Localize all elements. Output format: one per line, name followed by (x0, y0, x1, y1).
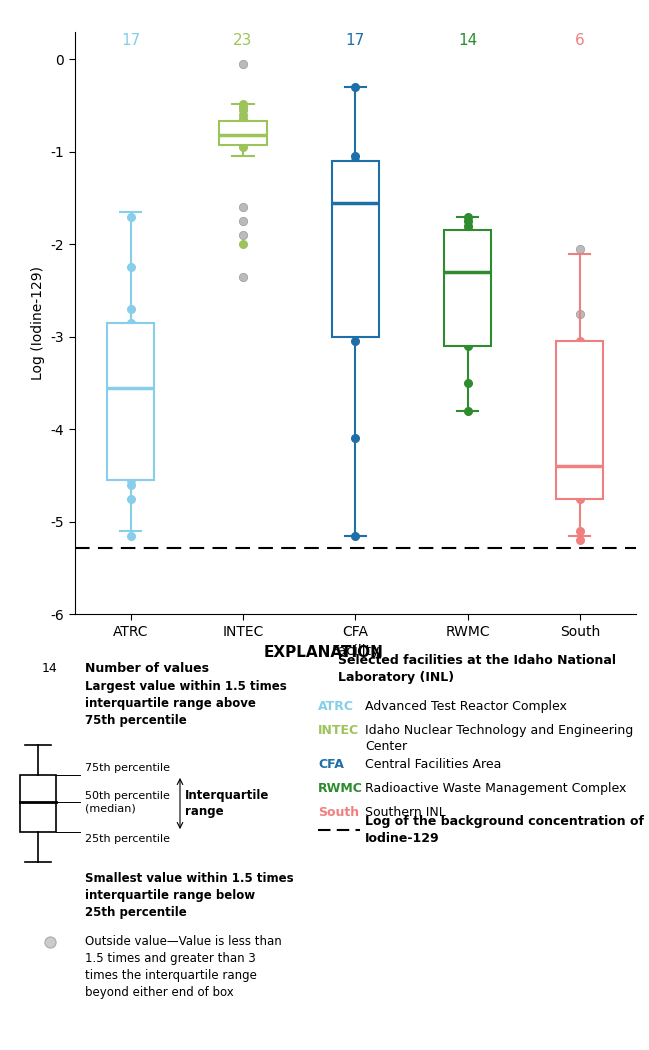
Text: CFA: CFA (318, 758, 344, 771)
Text: Largest value within 1.5 times
interquartile range above
75th percentile: Largest value within 1.5 times interquar… (85, 680, 287, 727)
Text: South: South (318, 806, 359, 819)
Bar (556, 341, 604, 499)
Text: INTEC: INTEC (318, 724, 359, 737)
Text: Number of values: Number of values (85, 662, 209, 675)
Text: 6: 6 (575, 34, 585, 48)
Text: Central Facilities Area: Central Facilities Area (365, 758, 502, 771)
Text: 50th percentile
(median): 50th percentile (median) (85, 791, 170, 813)
Text: Interquartile
range: Interquartile range (185, 789, 269, 818)
Text: Idaho Nuclear Technology and Engineering
Center: Idaho Nuclear Technology and Engineering… (365, 724, 633, 753)
Text: 14: 14 (458, 34, 477, 48)
Text: 75th percentile: 75th percentile (85, 763, 170, 773)
Text: Outside value—Value is less than
1.5 times and greater than 3
times the interqua: Outside value—Value is less than 1.5 tim… (85, 934, 282, 999)
Bar (20, 775, 56, 832)
Text: 17: 17 (346, 34, 365, 48)
Text: 23: 23 (234, 34, 252, 48)
Text: EXPLANATION: EXPLANATION (264, 645, 384, 660)
Text: Radioactive Waste Management Complex: Radioactive Waste Management Complex (365, 782, 626, 795)
Bar (107, 323, 154, 480)
Text: ATRC: ATRC (318, 700, 354, 713)
Bar (219, 121, 267, 145)
Text: Advanced Test Reactor Complex: Advanced Test Reactor Complex (365, 700, 567, 713)
Bar (444, 230, 491, 346)
Text: Smallest value within 1.5 times
interquartile range below
25th percentile: Smallest value within 1.5 times interqua… (85, 872, 293, 919)
Text: 17: 17 (121, 34, 140, 48)
Text: RWMC: RWMC (318, 782, 363, 795)
Text: Southern INL: Southern INL (365, 806, 446, 819)
Text: 25th percentile: 25th percentile (85, 834, 170, 844)
Text: Selected facilities at the Idaho National
Laboratory (INL): Selected facilities at the Idaho Nationa… (338, 654, 616, 684)
X-axis label: Facility: Facility (331, 645, 380, 658)
Text: 14: 14 (42, 662, 58, 675)
Bar (332, 161, 379, 337)
Y-axis label: Log (Iodine-129): Log (Iodine-129) (31, 266, 45, 380)
Text: Log of the background concentration of
Iodine-129: Log of the background concentration of I… (365, 815, 644, 845)
